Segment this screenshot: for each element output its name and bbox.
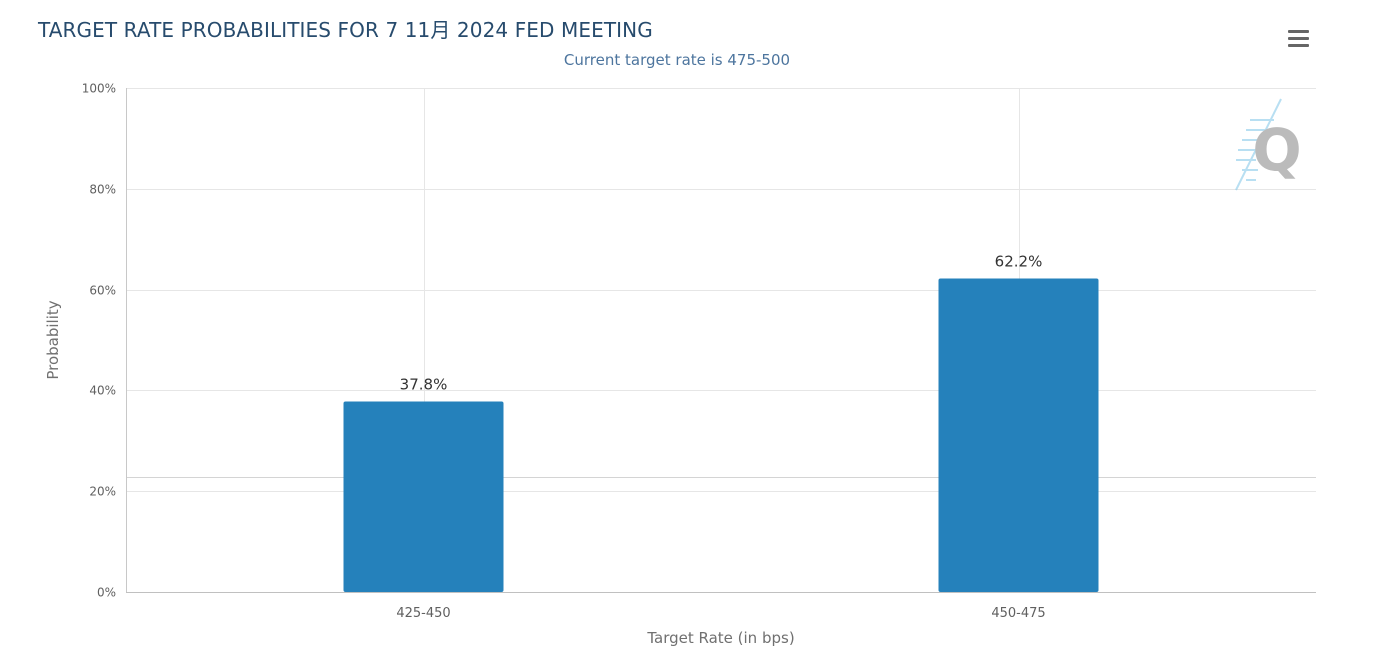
- y-tick-label: 40%: [89, 384, 116, 398]
- chart-subtitle: Current target rate is 475-500: [563, 51, 791, 69]
- data-label: 62.2%: [995, 253, 1043, 271]
- y-tick-label: 20%: [89, 485, 116, 499]
- grid-lines: [126, 88, 1316, 592]
- watermark-letter: Q: [1252, 116, 1301, 184]
- chart-title: TARGET RATE PROBABILITIES FOR 7 11月 2024…: [38, 18, 653, 42]
- labels: 0% 20% 40% 60% 80% 100% 37.8% 425-450 62.2% 450-4…: [44, 82, 1046, 648]
- y-tick-label: 80%: [89, 183, 116, 197]
- data-label: 37.8%: [400, 375, 448, 393]
- y-tick-label: 60%: [89, 284, 116, 298]
- hamburger-menu-icon[interactable]: [1286, 27, 1312, 51]
- bars: [343, 278, 1099, 592]
- y-axis-title: Probability: [44, 300, 62, 379]
- x-axis-title: Target Rate (in bps): [646, 629, 794, 647]
- x-tick-label: 425-450: [396, 606, 450, 621]
- bar: [938, 278, 1099, 592]
- y-tick-label: 100%: [82, 82, 116, 96]
- bar: [343, 401, 504, 592]
- x-tick-label: 450-475: [991, 606, 1045, 621]
- axes: [126, 88, 1316, 593]
- watermark-logo: Q: [1235, 98, 1302, 191]
- y-tick-label: 0%: [97, 586, 116, 600]
